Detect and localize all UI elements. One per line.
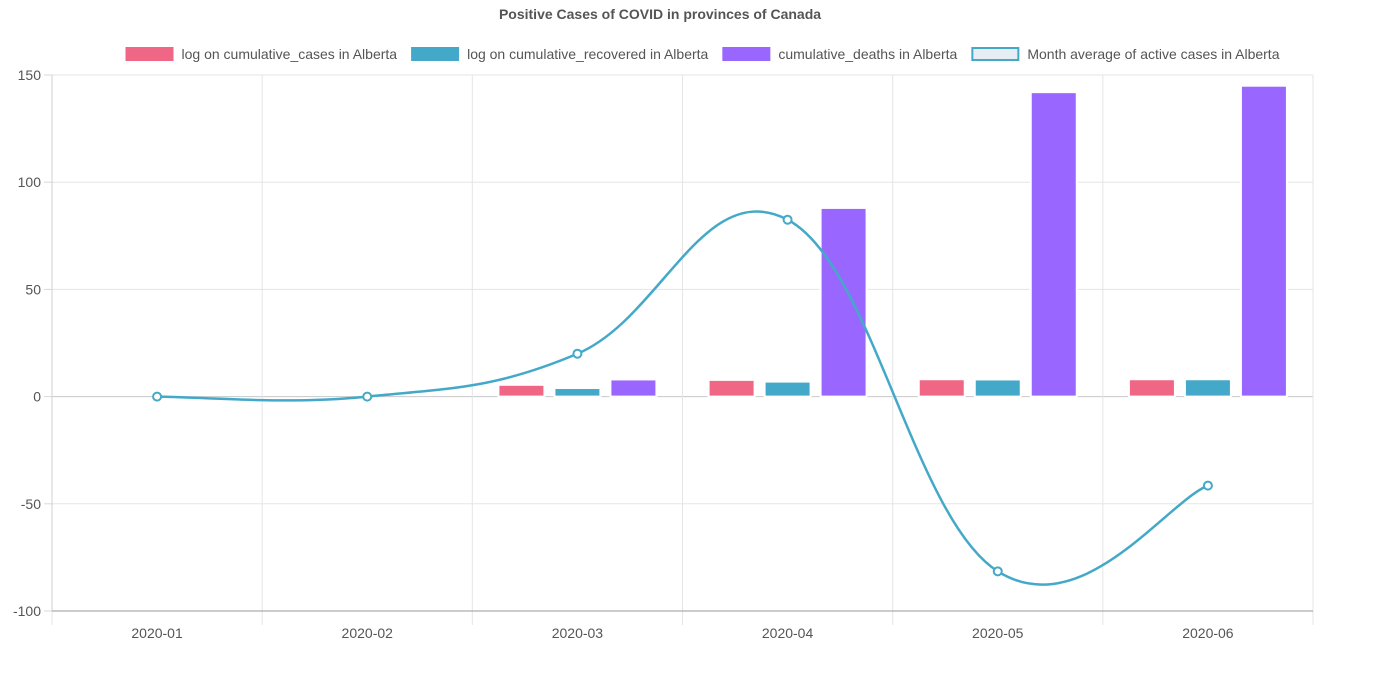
bar (973, 378, 1022, 398)
line-point (572, 348, 583, 359)
bar (1127, 378, 1176, 398)
x-tick-label: 2020-04 (762, 625, 814, 641)
legend-swatch (125, 47, 174, 61)
bar (553, 387, 602, 398)
y-tick-label: -100 (13, 603, 41, 619)
x-tick-label: 2020-06 (1182, 625, 1234, 641)
bar (707, 378, 756, 398)
y-tick-label: 150 (18, 67, 42, 83)
bars (497, 84, 1288, 398)
bar (497, 383, 546, 398)
legend-label: cumulative_deaths in Alberta (778, 46, 957, 62)
line-point (992, 566, 1003, 577)
y-tick-label: 100 (18, 174, 42, 190)
x-tick-label: 2020-02 (342, 625, 394, 641)
y-tick-label: -50 (21, 496, 41, 512)
legend-swatch (411, 47, 460, 61)
y-tick-label: 0 (33, 389, 41, 405)
line-point (152, 391, 163, 402)
line-point (362, 391, 373, 402)
bar (763, 380, 812, 398)
line-series (152, 210, 1213, 586)
bar (1239, 84, 1288, 398)
legend-label: log on cumulative_cases in Alberta (182, 46, 398, 62)
x-tick-label: 2020-01 (131, 625, 183, 641)
chart-title: Positive Cases of COVID in provinces of … (499, 6, 821, 22)
bar (609, 378, 658, 398)
x-tick-label: 2020-05 (972, 625, 1024, 641)
y-tick-label: 50 (25, 281, 41, 297)
legend-label: log on cumulative_recovered in Alberta (467, 46, 708, 62)
legend-swatch (971, 47, 1020, 61)
line-point (782, 214, 793, 225)
line-point (1202, 480, 1213, 491)
chart-legend: log on cumulative_cases in Alberta log on… (125, 46, 1280, 62)
axes (44, 74, 1313, 612)
x-tick-label: 2020-03 (552, 625, 604, 641)
legend-label: Month average of active cases in Alberta (1027, 46, 1279, 62)
grid-lines (51, 74, 1314, 625)
bar (819, 206, 868, 398)
tick-labels: 150 100 50 0 -50 -100 2020-01 2020-02 2020-03 202… (13, 67, 1234, 641)
bar (917, 378, 966, 398)
legend-swatch (722, 47, 771, 61)
bar (1183, 378, 1232, 398)
bar (1029, 91, 1078, 398)
